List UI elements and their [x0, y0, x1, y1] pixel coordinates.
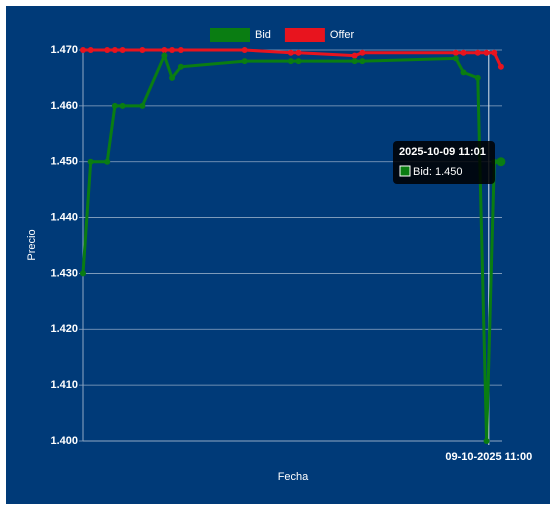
data-point [474, 49, 481, 56]
y-tick-label: 1.430 [50, 267, 78, 279]
data-point [119, 102, 126, 109]
tooltip-box [393, 141, 495, 184]
data-point [104, 158, 111, 165]
data-point [452, 49, 459, 56]
tooltip-label: Bid: 1.450 [413, 166, 463, 178]
data-point [139, 47, 146, 53]
data-point [474, 74, 481, 81]
data-point [177, 47, 184, 53]
data-point [460, 69, 467, 76]
data-point [161, 47, 168, 53]
data-point [359, 49, 366, 56]
data-point [104, 47, 111, 53]
data-point [295, 49, 302, 56]
y-tick-label: 1.440 [50, 211, 78, 223]
y-tick-label: 1.400 [50, 435, 78, 447]
legend-label: Bid [255, 29, 271, 41]
legend-label: Offer [330, 29, 355, 41]
data-point [139, 102, 146, 109]
data-point [351, 52, 358, 59]
data-point [177, 63, 184, 70]
data-point [87, 47, 94, 53]
data-point [295, 58, 302, 65]
tooltip-title: 2025-10-09 11:01 [399, 146, 486, 158]
x-axis-title: Fecha [278, 471, 309, 483]
panel [6, 6, 550, 504]
data-point [111, 47, 118, 53]
data-point [169, 74, 176, 81]
data-point [496, 157, 506, 167]
data-point [169, 47, 176, 53]
data-point [111, 102, 118, 109]
data-point [351, 58, 358, 65]
y-tick-label: 1.410 [50, 379, 78, 391]
data-point [80, 47, 86, 53]
y-tick-label: 1.450 [50, 156, 78, 168]
legend-swatch [284, 28, 325, 42]
data-point [483, 49, 490, 56]
data-point [87, 158, 94, 165]
data-point [119, 47, 126, 53]
data-point [241, 47, 248, 53]
data-point [80, 270, 86, 277]
data-point [452, 55, 459, 62]
data-point [460, 49, 467, 56]
tooltip-swatch [399, 165, 411, 177]
data-point [491, 49, 498, 56]
legend-swatch [210, 28, 250, 42]
data-point [241, 58, 248, 65]
y-tick-label: 1.470 [50, 44, 78, 56]
y-axis-title: Precio [26, 229, 38, 260]
x-tick-label: 09-10-2025 11:00 [445, 451, 532, 463]
tooltip: 2025-10-09 11:01 Bid: 1.450 [393, 141, 495, 184]
data-point [287, 58, 294, 65]
data-point [161, 52, 168, 59]
data-point [359, 58, 366, 65]
data-point [497, 63, 504, 70]
y-tick-label: 1.420 [50, 323, 78, 335]
data-point [483, 438, 490, 444]
y-tick-label: 1.460 [50, 100, 78, 112]
data-point [287, 49, 294, 56]
